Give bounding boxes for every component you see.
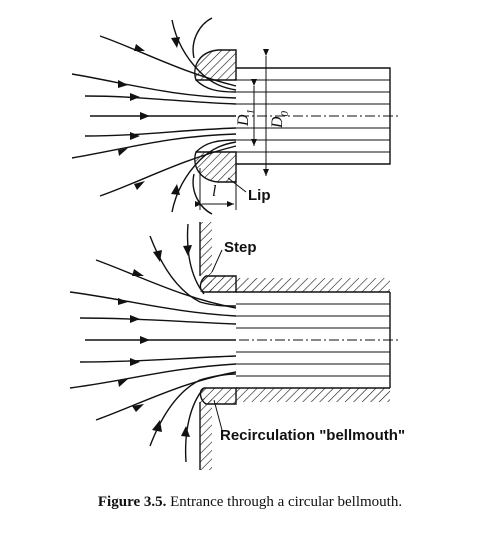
pipe-flow-lines-bottom xyxy=(236,303,390,377)
top-diagram: D1 D0 l Lip xyxy=(71,17,400,215)
caption-label: Figure 3.5. xyxy=(97,494,167,510)
wall-upper xyxy=(200,222,212,292)
caption-text: Entrance through a circular bellmouth. xyxy=(166,494,403,510)
step-label: Step xyxy=(224,239,257,256)
lower-lip xyxy=(194,151,237,183)
dim-d1-label: D1 xyxy=(235,109,257,127)
pipe-wall-lower xyxy=(236,388,390,402)
wall-lower xyxy=(200,398,212,470)
lip-label: Lip xyxy=(248,187,271,204)
lower-step xyxy=(199,387,237,405)
bottom-diagram: Step Recirculation "bellmouth" xyxy=(69,222,405,470)
dim-l-label: l xyxy=(212,183,217,200)
streamlines-bottom xyxy=(69,223,237,463)
dim-d0-label: D0 xyxy=(269,110,291,129)
upper-lip xyxy=(194,49,237,81)
pipe-flow-lines xyxy=(236,79,390,153)
streamlines-top xyxy=(71,17,237,215)
pipe-wall-upper xyxy=(236,278,390,292)
recirculation-label: Recirculation "bellmouth" xyxy=(220,427,405,444)
figure-caption: Figure 3.5. Entrance through a circular … xyxy=(0,494,500,511)
upper-step xyxy=(199,275,237,293)
